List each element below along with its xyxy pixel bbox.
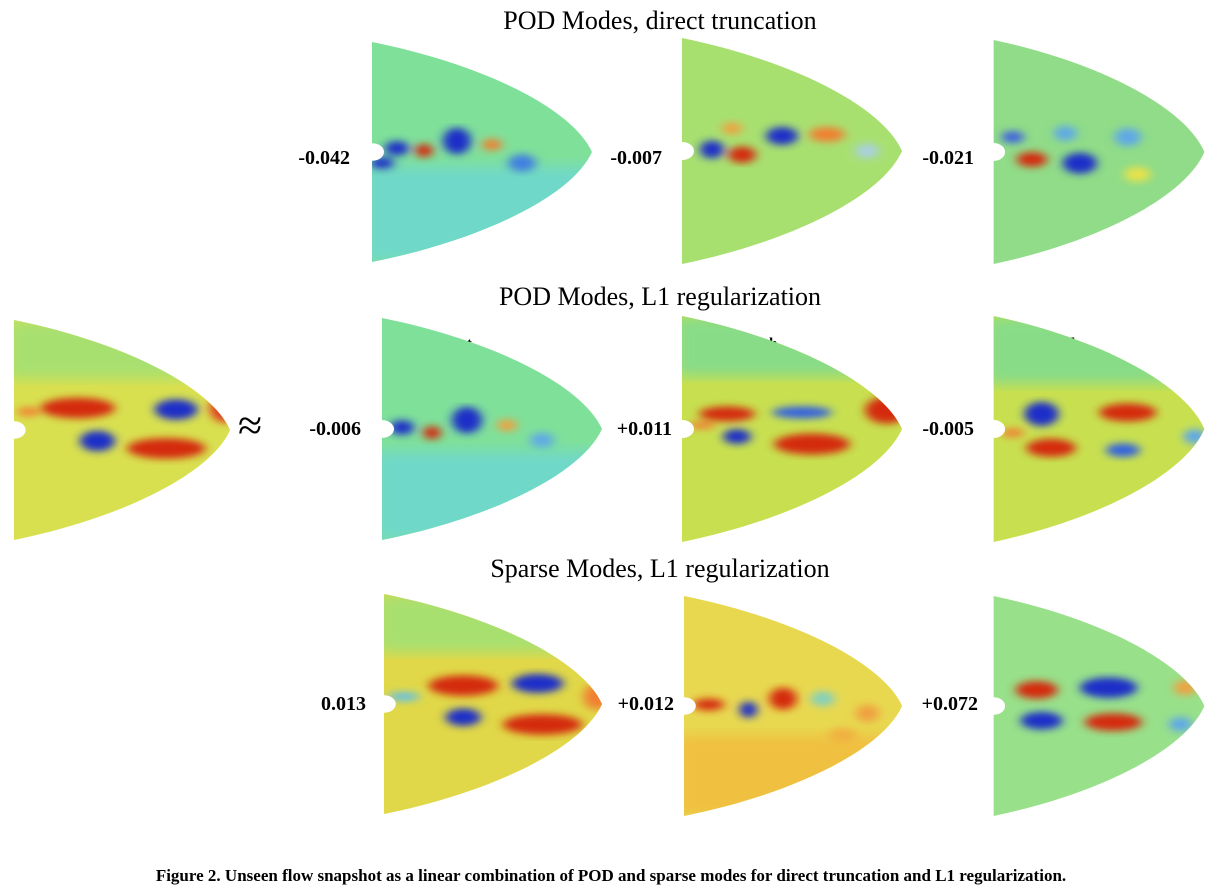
pod-mode-2-truncation-field: [682, 38, 902, 264]
pod-mode-6-l1-field: [993, 316, 1205, 542]
coefficient-r2-m1: -0.006: [309, 418, 361, 440]
sparse-mode-2-field: [683, 596, 903, 816]
coefficient-r1-m1: -0.042: [298, 147, 350, 169]
coefficient-r3-m1: 0.013: [321, 693, 366, 715]
coefficient-r3-m3: +0.072: [921, 693, 978, 715]
row-1-title: POD Modes, direct truncation: [503, 6, 817, 35]
pod-mode-1-truncation-field: [372, 42, 592, 262]
figure-caption: Figure 2. Unseen flow snapshot as a line…: [155, 866, 1067, 885]
pod-mode-3-truncation-field: [993, 40, 1205, 264]
coefficient-r3-m2: +0.012: [617, 693, 674, 715]
sparse-mode-3-field: [993, 596, 1205, 816]
coefficient-r1-m3: -0.021: [922, 147, 974, 169]
pod-mode-5-l1-field: [682, 316, 902, 542]
sparse-mode-1-field: [383, 594, 603, 814]
coefficient-r2-m2: +0.011: [616, 418, 672, 440]
row-3-title: Sparse Modes, L1 regularization: [490, 554, 830, 583]
row-2-title: POD Modes, L1 regularization: [498, 282, 822, 311]
coefficient-r2-m3: -0.005: [922, 418, 974, 440]
unseen-snapshot-field: [13, 320, 231, 540]
pod-mode-1-l1-field: [382, 318, 602, 540]
coefficient-r1-m2: -0.007: [610, 147, 662, 169]
approx-symbol: ≈: [238, 401, 263, 450]
